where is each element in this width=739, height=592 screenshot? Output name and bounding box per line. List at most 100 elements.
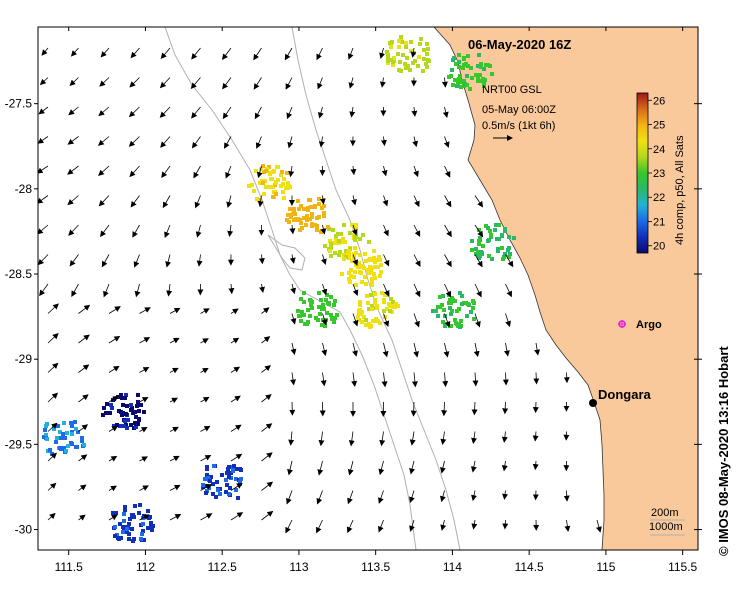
sst-pixel bbox=[370, 281, 374, 285]
current-arrow bbox=[351, 195, 357, 206]
sst-pixel bbox=[507, 235, 511, 239]
sst-pixel bbox=[111, 511, 115, 515]
current-arrow bbox=[261, 394, 272, 403]
current-arrow bbox=[47, 422, 58, 432]
sst-pixel bbox=[426, 47, 430, 51]
current-arrow bbox=[258, 254, 265, 265]
sst-pixel bbox=[139, 403, 143, 407]
current-arrow bbox=[473, 342, 480, 358]
sst-pixel bbox=[367, 307, 371, 311]
sst-pixel bbox=[470, 239, 474, 243]
sst-pixel bbox=[146, 509, 150, 513]
sst-pixel bbox=[235, 467, 239, 471]
sst-pixel bbox=[396, 52, 400, 56]
land-mass bbox=[433, 27, 698, 550]
current-arrow bbox=[38, 136, 49, 144]
sst-pixel bbox=[55, 436, 59, 440]
sst-pixel bbox=[304, 223, 308, 227]
sst-pixel bbox=[360, 320, 364, 324]
current-arrow bbox=[38, 195, 49, 204]
sst-pixel bbox=[137, 511, 141, 515]
current-arrow bbox=[409, 431, 416, 446]
sst-pixel bbox=[284, 186, 288, 190]
sst-pixel bbox=[306, 308, 310, 312]
current-arrow bbox=[169, 367, 179, 374]
current-arrow bbox=[411, 106, 418, 117]
sst-pixel bbox=[454, 62, 458, 66]
sst-pixel bbox=[69, 421, 73, 425]
sst-pixel bbox=[54, 440, 58, 444]
sst-pixel bbox=[354, 283, 358, 287]
current-arrow bbox=[257, 195, 264, 208]
sst-pixel bbox=[337, 253, 341, 257]
sst-pixel bbox=[268, 171, 272, 175]
sst-pixel bbox=[468, 87, 472, 91]
sst-pixel bbox=[310, 222, 314, 226]
sst-pixel bbox=[398, 60, 402, 64]
sst-pixel bbox=[419, 37, 423, 41]
sst-pixel bbox=[66, 444, 70, 448]
sst-pixel bbox=[404, 66, 408, 70]
x-tick-label: 111.5 bbox=[55, 560, 84, 574]
sst-pixel bbox=[224, 490, 228, 494]
current-arrow bbox=[383, 313, 390, 328]
sst-pixel bbox=[120, 413, 124, 417]
sst-pixel bbox=[411, 61, 415, 65]
current-arrow bbox=[563, 490, 570, 502]
sst-pixel bbox=[299, 204, 303, 208]
current-arrow bbox=[351, 224, 358, 236]
current-arrow bbox=[320, 224, 327, 235]
current-arrow bbox=[349, 106, 356, 118]
current-arrow bbox=[505, 313, 511, 328]
current-arrow bbox=[440, 460, 446, 474]
sst-pixel bbox=[227, 465, 231, 469]
sst-pixel bbox=[102, 406, 106, 410]
sst-pixel bbox=[386, 59, 390, 63]
sst-pixel bbox=[379, 270, 383, 274]
x-tick-label: 115 bbox=[596, 560, 615, 574]
current-arrow bbox=[321, 342, 328, 357]
x-axis: 111.5 112 112.5 113 113.5 114 114.5 115 115.5 bbox=[55, 27, 698, 574]
sst-pixel bbox=[65, 431, 69, 435]
current-arrow bbox=[97, 136, 110, 146]
current-arrow bbox=[39, 77, 49, 86]
sst-pixel bbox=[382, 298, 386, 302]
sst-pixel bbox=[306, 208, 310, 212]
x-tick-label: 113.5 bbox=[361, 560, 390, 574]
sst-pixel bbox=[477, 239, 481, 243]
sst-pixel bbox=[460, 80, 464, 84]
current-arrow bbox=[378, 519, 384, 533]
sst-pixel bbox=[109, 403, 113, 407]
sst-pixel bbox=[318, 312, 322, 316]
current-arrow bbox=[139, 456, 148, 462]
sst-pixel bbox=[216, 488, 220, 492]
current-arrow bbox=[196, 254, 203, 267]
sst-pixel bbox=[347, 277, 351, 281]
sst-pixel bbox=[405, 56, 409, 60]
sst-pixel bbox=[374, 317, 378, 321]
sst-pixel bbox=[391, 300, 395, 304]
sst-pixel bbox=[363, 252, 367, 256]
current-arrow bbox=[533, 372, 540, 385]
sst-pixel bbox=[378, 258, 382, 262]
current-arrow bbox=[503, 342, 510, 357]
sst-pixel bbox=[347, 249, 351, 253]
sst-pixel bbox=[310, 212, 314, 216]
sst-pixel bbox=[134, 415, 138, 419]
sst-pixel bbox=[375, 304, 379, 308]
current-arrow bbox=[316, 490, 323, 505]
sst-pixel bbox=[354, 226, 358, 230]
sst-pixel bbox=[48, 448, 52, 452]
current-arrow bbox=[103, 283, 110, 298]
sst-pixel bbox=[512, 236, 516, 240]
sst-pixel bbox=[362, 315, 366, 319]
sst-pixel bbox=[366, 268, 370, 272]
sst-pixel bbox=[262, 192, 266, 196]
sst-pixel bbox=[204, 491, 208, 495]
current-arrow bbox=[67, 136, 79, 145]
sst-pixel bbox=[105, 402, 109, 406]
sst-pixel bbox=[503, 227, 507, 231]
current-arrow bbox=[108, 485, 117, 492]
sst-pixel bbox=[417, 55, 421, 59]
colorbar-tick-label: 25 bbox=[653, 120, 665, 132]
